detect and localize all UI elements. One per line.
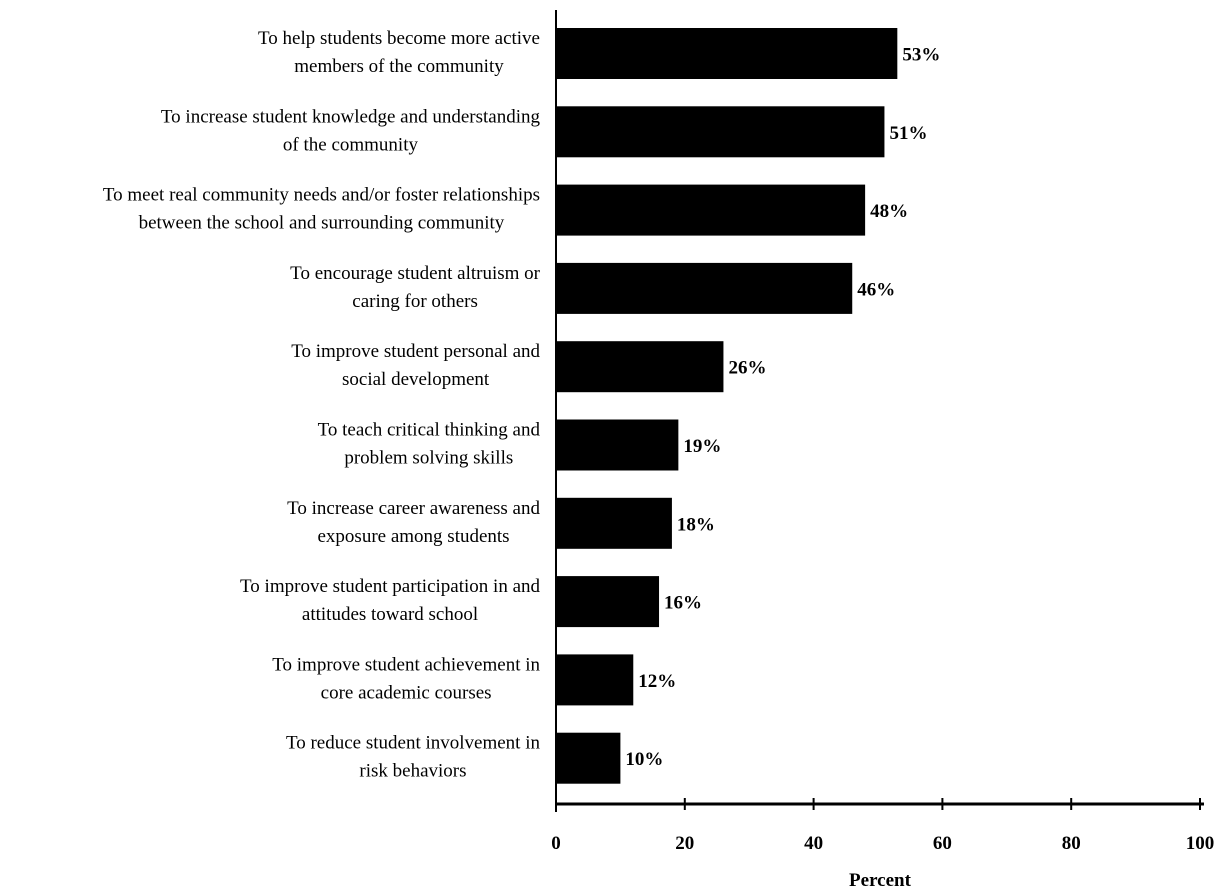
bar bbox=[556, 28, 898, 79]
data-label: 46% bbox=[857, 279, 895, 300]
category-label: To teach critical thinking and problem so… bbox=[318, 420, 541, 469]
bar bbox=[556, 184, 866, 236]
category-label: To improve student personal and social de… bbox=[291, 341, 540, 390]
category-label: To improve student achievement in core ac… bbox=[272, 654, 540, 703]
x-tick-label: 40 bbox=[804, 833, 823, 854]
category-label-line: To teach critical thinking and bbox=[318, 420, 541, 441]
category-label-line: To reduce student involvement in bbox=[286, 733, 541, 754]
category-label: To increase student knowledge and unders… bbox=[161, 106, 541, 155]
category-label-line: To increase career awareness and bbox=[287, 498, 540, 519]
category-label: To improve student participation in and a… bbox=[240, 576, 540, 625]
bar bbox=[556, 341, 724, 393]
bar bbox=[556, 654, 634, 706]
data-label: 48% bbox=[870, 201, 908, 222]
category-labels-group: To help students become more active membe… bbox=[103, 28, 541, 782]
category-label-line: exposure among students bbox=[318, 526, 510, 547]
value-labels-group: 53% 51% 48% 46% 26% 19% 18% 16% 12% 10% bbox=[625, 45, 940, 771]
x-tick-label: 100 bbox=[1186, 833, 1215, 854]
bars-group bbox=[556, 28, 898, 784]
category-label-line: risk behaviors bbox=[359, 761, 466, 782]
category-label: To reduce student involvement in risk beh… bbox=[286, 733, 541, 782]
category-label-line: attitudes toward school bbox=[302, 604, 478, 625]
bar bbox=[556, 497, 672, 549]
bar bbox=[556, 106, 885, 158]
category-label-line: To meet real community needs and/or fost… bbox=[103, 185, 540, 206]
bar bbox=[556, 732, 621, 784]
bar bbox=[556, 576, 660, 628]
data-label: 26% bbox=[728, 358, 766, 379]
category-label-line: core academic courses bbox=[321, 682, 492, 703]
category-label: To meet real community needs and/or fost… bbox=[103, 185, 540, 234]
x-tick-label: 20 bbox=[675, 833, 694, 854]
data-label: 16% bbox=[664, 593, 702, 614]
category-label-line: between the school and surrounding commu… bbox=[139, 213, 505, 234]
x-tick-label: 60 bbox=[933, 833, 952, 854]
category-label-line: To improve student achievement in bbox=[272, 654, 540, 675]
x-axis-title: Percent bbox=[849, 870, 912, 891]
category-label-line: To improve student personal and bbox=[291, 341, 540, 362]
bar bbox=[556, 262, 853, 314]
category-label-line: social development bbox=[342, 369, 490, 390]
data-label: 51% bbox=[889, 123, 927, 144]
x-tick-label: 0 bbox=[551, 833, 561, 854]
category-label-line: To help students become more active bbox=[258, 28, 540, 49]
x-axis-ticks-group: 0 20 40 60 80 100 bbox=[551, 798, 1214, 854]
bar bbox=[556, 419, 679, 471]
x-tick-label: 80 bbox=[1062, 833, 1081, 854]
data-label: 12% bbox=[638, 671, 676, 692]
category-label-line: To increase student knowledge and unders… bbox=[161, 106, 541, 127]
data-label: 53% bbox=[902, 45, 940, 66]
data-label: 19% bbox=[683, 436, 721, 457]
category-label: To encourage student altruism or caring f… bbox=[290, 263, 540, 312]
data-label: 18% bbox=[677, 514, 715, 535]
category-label-line: caring for others bbox=[352, 291, 478, 312]
data-label: 10% bbox=[625, 749, 663, 770]
category-label: To increase career awareness and exposure… bbox=[287, 498, 540, 547]
category-label-line: of the community bbox=[283, 134, 419, 155]
category-label-line: members of the community bbox=[294, 56, 504, 77]
category-label: To help students become more active membe… bbox=[258, 28, 540, 77]
category-label-line: To encourage student altruism or bbox=[290, 263, 540, 284]
category-label-line: problem solving skills bbox=[344, 448, 513, 469]
category-label-line: To improve student participation in and bbox=[240, 576, 540, 597]
